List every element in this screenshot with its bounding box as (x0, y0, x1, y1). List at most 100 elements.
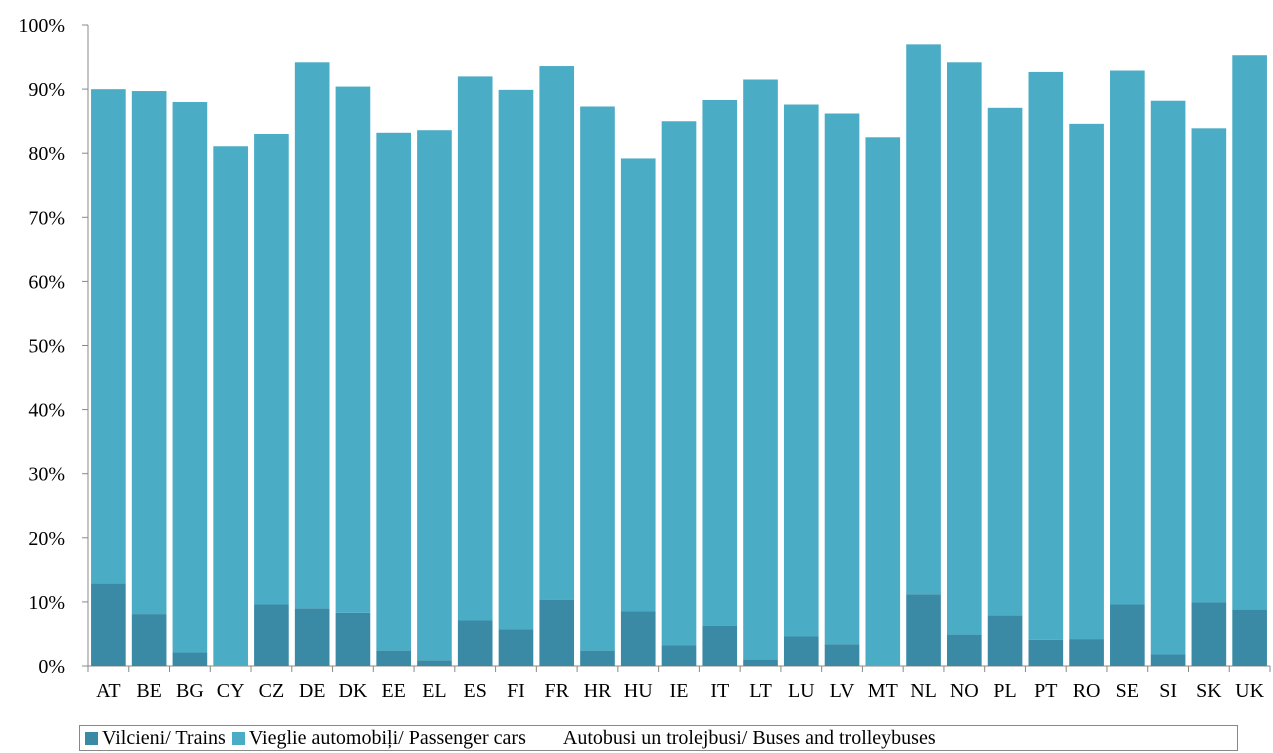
bar-segment-it-s1 (702, 99, 738, 626)
x-axis: AT BE BG CY CZ DE DK EE EL ES FI FR HR HU IE IT LT LU LV MT… (87, 665, 1271, 702)
x-tick-label-cz: CZ (259, 680, 285, 702)
x-tick-label-ro: RO (1073, 680, 1101, 702)
legend-item-passenger-cars: Vieglie automobiļi/ Passenger cars (231, 726, 526, 750)
x-tick-label-nl: NL (910, 680, 937, 702)
bar-segment-nl-s0 (906, 594, 941, 666)
bars (91, 25, 1267, 667)
bar-segment-lt-s1 (743, 79, 778, 660)
x-tick-label-ee: EE (381, 680, 405, 702)
bar-segment-be-s0 (131, 614, 167, 666)
bar-segment-fi-s2 (498, 25, 534, 90)
bar-segment-bg-s0 (172, 652, 208, 666)
bar-segment-be-s2 (131, 25, 167, 92)
x-tick-label-pl: PL (993, 680, 1016, 702)
y-tick-label: 20% (28, 528, 65, 550)
y-tick-label: 70% (28, 207, 65, 229)
y-tick-label: 60% (28, 271, 65, 293)
x-tick-label-uk: UK (1235, 680, 1264, 702)
x-tick-label-no: NO (950, 680, 979, 702)
bar-segment-sk-s0 (1191, 602, 1227, 666)
bar-segment-nl-s1 (906, 44, 941, 595)
bar-segment-hu-s0 (620, 611, 656, 666)
bar-segment-dk-s1 (335, 86, 371, 613)
bar-segment-hr-s2 (580, 25, 615, 107)
x-tick-label-fi: FI (507, 680, 525, 702)
legend-item-buses: Autobusi un trolejbusi/ Buses and trolle… (545, 726, 936, 750)
bar-segment-el-s1 (417, 130, 452, 661)
x-tick-label-de: DE (299, 680, 326, 702)
legend-swatch-buses (545, 731, 559, 745)
y-tick-label: 80% (28, 143, 65, 165)
bar-segment-cz-s1 (254, 133, 289, 605)
bar-segment-ie-s0 (661, 645, 697, 666)
bar-segment-lt-s2 (743, 25, 778, 80)
bar-segment-no-s0 (946, 634, 982, 666)
bar-segment-lt-s0 (743, 659, 778, 666)
bar-segment-sk-s2 (1191, 25, 1227, 129)
x-tick-label-mt: MT (868, 680, 898, 702)
bar-segment-ee-s2 (376, 25, 412, 133)
bar-segment-at-s0 (91, 583, 126, 666)
legend-swatch-trains (85, 731, 98, 745)
bar-segment-hr-s0 (580, 650, 615, 666)
bar-segment-at-s2 (91, 25, 126, 90)
legend: Vilcieni/ Trains Vieglie automobiļi/ Pas… (79, 725, 1238, 751)
x-tick-label-be: BE (136, 680, 162, 702)
bar-segment-mt-s1 (865, 137, 901, 667)
y-tick-label: 10% (28, 592, 65, 614)
bar-segment-si-s2 (1150, 25, 1186, 101)
bar-segment-cz-s0 (254, 604, 289, 666)
bar-segment-dk-s0 (335, 612, 371, 666)
y-tick-label: 90% (28, 79, 65, 101)
legend-label-trains: Vilcieni/ Trains (102, 726, 226, 749)
bar-segment-it-s2 (702, 25, 738, 100)
bar-segment-fi-s1 (498, 89, 534, 630)
bar-segment-hu-s1 (620, 158, 656, 612)
legend-label-passenger-cars: Vieglie automobiļi/ Passenger cars (248, 726, 526, 749)
bar-segment-uk-s0 (1232, 609, 1267, 666)
bar-segment-de-s2 (294, 25, 330, 63)
bar-segment-se-s1 (1110, 70, 1145, 605)
bar-segment-dk-s2 (335, 25, 371, 87)
bar-segment-no-s2 (946, 25, 982, 63)
x-tick-label-sk: SK (1196, 680, 1222, 702)
bar-segment-no-s1 (946, 62, 982, 635)
bar-segment-lu-s2 (783, 25, 819, 105)
bar-segment-si-s1 (1150, 100, 1186, 655)
legend-swatch-passenger-cars (231, 731, 245, 745)
legend-item-trains: Vilcieni/ Trains (85, 727, 226, 750)
x-tick-label-at: AT (96, 680, 120, 702)
x-tick-label-it: IT (710, 680, 729, 702)
bar-segment-es-s0 (457, 620, 493, 666)
bar-segment-ie-s1 (661, 121, 697, 646)
bar-segment-hu-s2 (620, 25, 656, 159)
y-tick-label: 40% (28, 400, 65, 422)
bar-segment-lv-s0 (824, 644, 860, 666)
legend-label-buses: Autobusi un trolejbusi/ Buses and trolle… (562, 726, 936, 749)
bar-segment-pl-s1 (987, 107, 1023, 616)
x-tick-label-hu: HU (624, 680, 653, 702)
x-tick-label-ie: IE (670, 680, 689, 702)
bar-segment-mt-s2 (865, 25, 901, 138)
x-tick-label-se: SE (1116, 680, 1139, 702)
bar-segment-it-s0 (702, 625, 738, 666)
x-tick-label-el: EL (422, 680, 446, 702)
bar-segment-se-s0 (1110, 604, 1145, 666)
bar-segment-cz-s2 (254, 25, 289, 134)
bar-segment-ro-s0 (1069, 639, 1104, 666)
bar-segment-pl-s0 (987, 615, 1023, 666)
bar-segment-el-s2 (417, 25, 452, 131)
bar-segment-pt-s1 (1028, 71, 1064, 640)
bar-segment-ro-s2 (1069, 25, 1104, 124)
y-tick-label: 100% (18, 15, 65, 37)
x-tick-label-si: SI (1159, 680, 1177, 702)
bar-segment-pt-s2 (1028, 25, 1064, 72)
bar-segment-lu-s1 (783, 104, 819, 637)
bar-segment-uk-s1 (1232, 55, 1267, 610)
bar-segment-de-s1 (294, 62, 330, 609)
bar-segment-sk-s1 (1191, 128, 1227, 603)
x-tick-label-fr: FR (544, 680, 569, 702)
bar-segment-fr-s0 (539, 599, 575, 666)
x-tick-label-hr: HR (584, 680, 612, 702)
y-tick-label: 0% (38, 656, 65, 678)
